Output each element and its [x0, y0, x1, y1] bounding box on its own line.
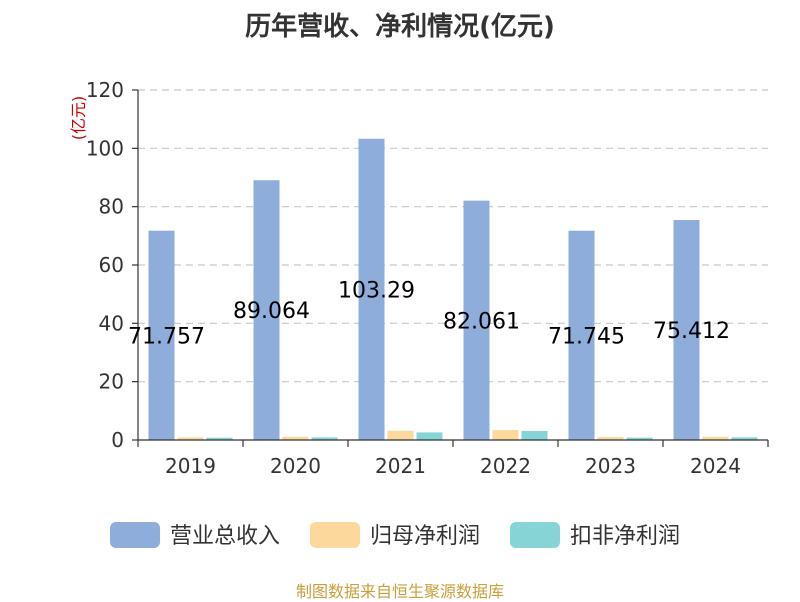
- bar-3-2022: [521, 430, 548, 440]
- data-label: 103.29: [338, 278, 415, 303]
- data-label: 82.061: [443, 309, 520, 334]
- y-tick-label: 60: [99, 253, 124, 277]
- x-tick-label: 2020: [270, 454, 321, 478]
- x-tick-label: 2024: [690, 454, 741, 478]
- bar-2-2022: [492, 430, 519, 440]
- data-label: 89.064: [233, 299, 310, 324]
- x-tick-label: 2023: [585, 454, 636, 478]
- x-tick-label: 2022: [480, 454, 531, 478]
- bar-3-2019: [206, 437, 233, 440]
- bar-1-2023: [568, 230, 595, 440]
- data-label: 71.745: [548, 324, 625, 349]
- bar-1-2024: [673, 220, 700, 440]
- legend: 营业总收入 归母净利润 扣非净利润: [110, 522, 680, 549]
- bar-2-2024: [702, 436, 729, 440]
- data-labels: 71.757 89.064 103.29 82.061 71.745 75.412: [128, 278, 730, 349]
- y-tick-label: 0: [111, 428, 124, 452]
- data-label: 71.757: [128, 324, 205, 349]
- chart-title: 历年营收、净利情况(亿元): [245, 12, 555, 42]
- y-tick-label: 100: [86, 136, 124, 160]
- y-tick-label: 40: [99, 311, 124, 335]
- bar-2-2020: [282, 436, 309, 440]
- legend-swatch: [510, 522, 560, 548]
- legend-label: 扣非净利润: [570, 524, 680, 549]
- data-label: 75.412: [653, 319, 730, 344]
- bar-2-2023: [597, 437, 624, 440]
- y-tick-label: 120: [86, 78, 124, 102]
- bars: [148, 138, 758, 441]
- x-tick-label: 2021: [375, 454, 426, 478]
- legend-label: 营业总收入: [170, 524, 280, 549]
- bar-1-2022: [463, 200, 490, 440]
- bar-2-2021: [387, 430, 414, 440]
- y-axis: 0 20 40 60 80 100 120(亿元): [69, 78, 139, 452]
- x-tick-label: 2019: [165, 454, 216, 478]
- bar-3-2021: [416, 432, 443, 440]
- y-axis-label: (亿元): [69, 96, 88, 141]
- bar-3-2020: [311, 437, 338, 440]
- gridlines: [138, 89, 768, 383]
- legend-label: 归母净利润: [370, 524, 480, 549]
- bar-3-2024: [731, 437, 758, 440]
- bar-1-2021: [358, 138, 385, 441]
- bar-1-2020: [253, 180, 280, 441]
- x-axis: 2019 2020 2021 2022 2023 2024: [137, 439, 769, 478]
- bar-3-2023: [626, 437, 653, 440]
- y-tick-label: 80: [99, 195, 124, 219]
- data-source-note: 制图数据来自恒生聚源数据库: [295, 582, 504, 601]
- y-tick-label: 20: [99, 370, 124, 394]
- legend-swatch: [310, 522, 360, 548]
- bar-2-2019: [177, 437, 204, 440]
- bar-1-2019: [148, 230, 175, 440]
- legend-swatch: [110, 522, 160, 548]
